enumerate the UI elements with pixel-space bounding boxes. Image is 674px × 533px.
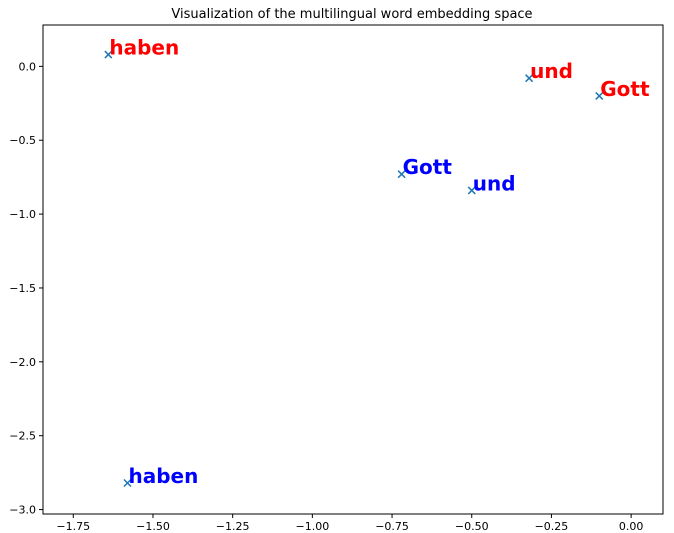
word-label: haben: [128, 464, 198, 488]
x-tick-label: −0.50: [455, 520, 489, 533]
x-tick-label: −1.00: [295, 520, 329, 533]
word-label: Gott: [403, 155, 453, 179]
data-point-marker: [595, 91, 604, 100]
plot-frame: [42, 24, 664, 515]
chart-title: Visualization of the multilingual word e…: [171, 7, 532, 22]
data-point-marker: [467, 186, 476, 195]
x-tick-label: −1.25: [216, 520, 250, 533]
data-point-marker: [525, 74, 534, 83]
x-axis-ticks: −1.75 −1.50 −1.25 −1.00 −0.75 −0.50 −0.25 0.00: [56, 514, 643, 533]
y-tick-label: −1.5: [9, 282, 36, 295]
word-label: und: [473, 171, 516, 195]
data-point-marker: [123, 478, 132, 488]
points-layer: [104, 50, 604, 488]
y-axis-ticks: 0.0 −0.5 −1.0 −1.5 −2.0 −2.5 −3.0: [9, 60, 43, 517]
word-label: und: [530, 59, 573, 83]
y-tick-label: −3.0: [9, 504, 36, 517]
y-tick-label: −2.5: [9, 430, 36, 443]
y-tick-label: −0.5: [9, 134, 36, 147]
x-tick-label: −1.50: [136, 520, 170, 533]
word-label: Gott: [600, 77, 650, 101]
x-tick-label: −0.75: [375, 520, 409, 533]
y-tick-label: −1.0: [9, 208, 36, 221]
y-tick-label: 0.0: [19, 60, 37, 73]
x-tick-label: 0.00: [619, 520, 644, 533]
data-point-marker: [397, 170, 406, 179]
x-tick-label: −1.75: [56, 520, 90, 533]
data-point-marker: [104, 50, 113, 59]
x-tick-label: −0.25: [535, 520, 569, 533]
word-label: haben: [109, 36, 179, 60]
y-tick-label: −2.0: [9, 356, 36, 369]
